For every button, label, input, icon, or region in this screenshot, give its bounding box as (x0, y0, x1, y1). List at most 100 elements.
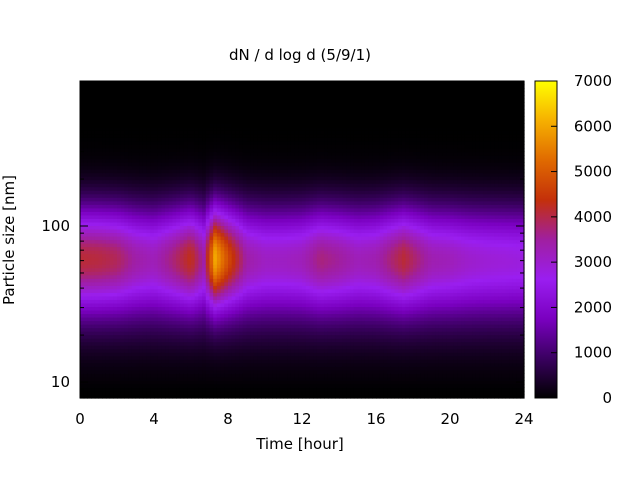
heatmap-cell (231, 81, 236, 86)
heatmap-cell (224, 366, 229, 371)
heatmap-cell (117, 366, 122, 371)
heatmap-cell (139, 285, 144, 290)
heatmap-cell (113, 228, 118, 234)
heatmap-cell (220, 179, 225, 184)
heatmap-cell (109, 84, 114, 89)
heatmap-cell (213, 352, 218, 357)
heatmap-cell (105, 292, 111, 297)
heatmap-cell (172, 165, 177, 170)
heatmap-cell (242, 260, 248, 265)
heatmap-cell (268, 186, 273, 191)
heatmap-cell (235, 253, 240, 258)
heatmap-cell (179, 285, 185, 290)
heatmap-cell (150, 81, 155, 86)
heatmap-cell (91, 147, 96, 153)
heatmap-cell (205, 190, 211, 195)
heatmap-cell (198, 243, 203, 248)
heatmap-cell (142, 200, 148, 205)
heatmap-cell (109, 218, 114, 223)
heatmap-cell (113, 126, 118, 131)
heatmap-cell (205, 214, 211, 219)
heatmap-cell (283, 285, 288, 290)
heatmap-cell (157, 165, 162, 170)
heatmap-cell (94, 327, 100, 332)
heatmap-cell (146, 306, 151, 311)
heatmap-cell (179, 288, 185, 293)
heatmap-cell (198, 355, 203, 360)
heatmap-cell (194, 292, 199, 297)
heatmap-cell (165, 387, 170, 392)
heatmap-cell (194, 147, 199, 153)
heatmap-cell (124, 338, 129, 343)
heatmap-cell (261, 288, 266, 293)
heatmap-cell (83, 278, 88, 283)
heatmap-cell (80, 158, 85, 163)
heatmap-cell (283, 366, 288, 371)
heatmap-cell (98, 313, 103, 318)
heatmap-cell (231, 352, 236, 357)
heatmap-cell (216, 193, 222, 198)
heatmap-cell (168, 257, 174, 262)
heatmap-cell (179, 147, 185, 153)
heatmap-cell (124, 140, 129, 145)
heatmap-cell (135, 295, 140, 300)
heatmap-cell (213, 338, 218, 343)
heatmap-cell (98, 250, 103, 255)
heatmap-cell (98, 390, 103, 396)
heatmap-cell (102, 228, 107, 234)
heatmap-cell (228, 387, 233, 392)
heatmap-cell (179, 105, 185, 110)
heatmap-cell (135, 264, 140, 269)
heatmap-cell (172, 271, 177, 276)
heatmap-cell (139, 158, 144, 163)
heatmap-cell (198, 225, 203, 230)
heatmap-cell (128, 260, 133, 265)
heatmap-cell (261, 267, 266, 272)
heatmap-cell (242, 387, 248, 392)
heatmap-cell (105, 102, 111, 107)
heatmap-cell (194, 91, 199, 96)
heatmap-cell (253, 179, 259, 184)
heatmap-cell (268, 285, 273, 290)
heatmap-cell (83, 88, 88, 93)
heatmap-cell (150, 281, 155, 286)
heatmap-cell (168, 147, 174, 153)
heatmap-cell (176, 126, 181, 131)
heatmap-cell (135, 119, 140, 124)
heatmap-cell (98, 264, 103, 269)
heatmap-cell (157, 218, 162, 223)
heatmap-cell (209, 243, 214, 248)
heatmap-cell (257, 352, 262, 357)
heatmap-cell (150, 91, 155, 96)
heatmap-cell (246, 116, 251, 121)
heatmap-cell (179, 179, 185, 184)
heatmap-cell (150, 352, 155, 357)
heatmap-cell (265, 147, 270, 153)
heatmap-cell (220, 169, 225, 174)
heatmap-cell (250, 352, 255, 357)
heatmap-cell (202, 116, 207, 121)
heatmap-cell (124, 98, 129, 103)
heatmap-cell (242, 197, 248, 202)
heatmap-cell (239, 151, 244, 156)
heatmap-cell (135, 109, 140, 114)
heatmap-cell (250, 88, 255, 93)
heatmap-cell (191, 302, 196, 308)
heatmap-cell (257, 228, 262, 234)
heatmap-cell (113, 373, 118, 378)
heatmap-cell (131, 383, 137, 389)
heatmap-cell (131, 394, 137, 399)
heatmap-cell (220, 246, 225, 251)
heatmap-cell (154, 91, 159, 96)
heatmap-cell (98, 225, 103, 230)
heatmap-cell (205, 116, 211, 121)
heatmap-cell (154, 292, 159, 297)
heatmap-cell (257, 172, 262, 177)
heatmap-cell (265, 123, 270, 128)
heatmap-cell (80, 373, 85, 378)
heatmap-cell (179, 271, 185, 276)
heatmap-cell (205, 387, 211, 392)
heatmap-cell (194, 214, 199, 219)
heatmap-cell (250, 260, 255, 265)
heatmap-cell (83, 274, 88, 279)
